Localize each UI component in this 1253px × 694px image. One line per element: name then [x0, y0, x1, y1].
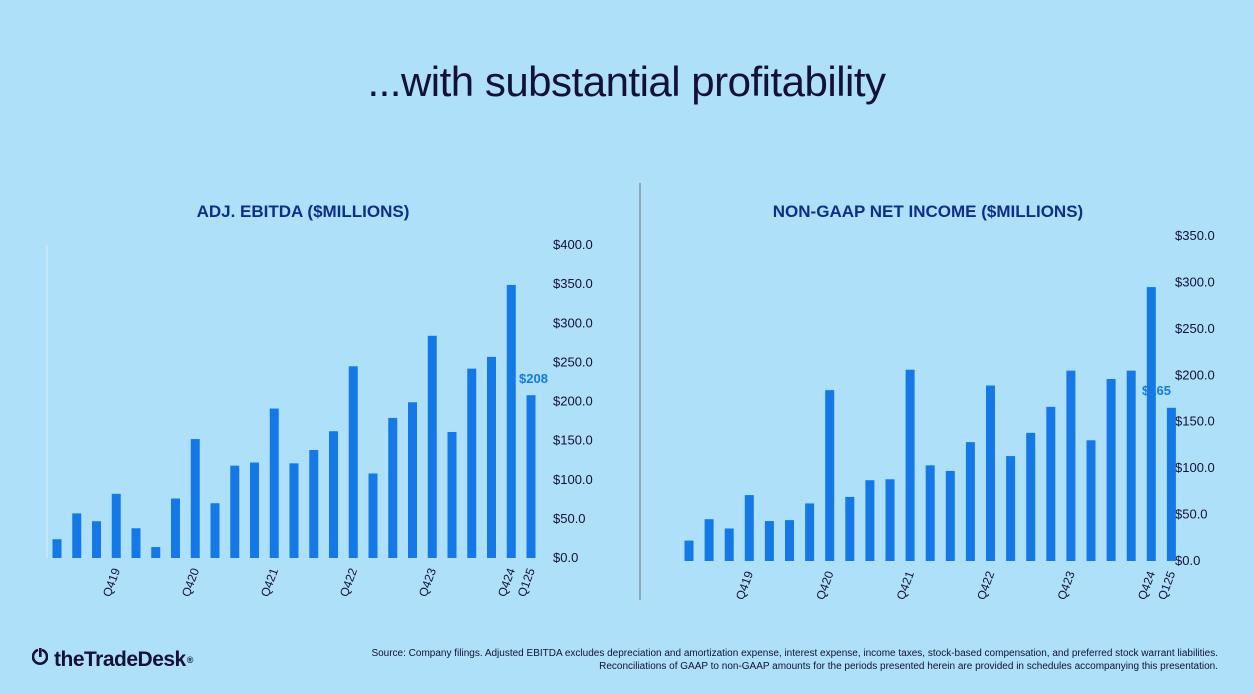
ebitda-y-tick-label: $100.0	[553, 472, 593, 487]
net-income-bar	[1146, 287, 1156, 561]
net-income-bar	[1166, 407, 1176, 561]
net-income-y-tick-label: $300.0	[1175, 274, 1215, 289]
net-income-y-tick-label: $50.0	[1175, 507, 1208, 522]
page-title: ...with substantial profitability	[367, 58, 886, 105]
ebitda-y-tick-label: $150.0	[553, 433, 593, 448]
ebitda-bar	[92, 521, 101, 558]
net-income-chart-title: NON-GAAP NET INCOME ($MILLIONS)	[772, 202, 1084, 221]
ebitda-bar	[131, 528, 141, 558]
ebitda-y-tick-label: $0.0	[553, 550, 578, 565]
net-income-y-tick-label: $200.0	[1175, 367, 1215, 382]
net-income-bar	[1006, 456, 1016, 561]
ebitda-bar	[190, 439, 200, 558]
net-income-bar	[724, 528, 734, 561]
ebitda-y-tick-label: $200.0	[553, 394, 593, 409]
net-income-bar	[865, 480, 875, 561]
net-income-bar	[945, 470, 955, 561]
brand-name: theTradeDesk	[54, 648, 186, 671]
net-income-bar	[1086, 440, 1096, 561]
net-income-bar	[684, 540, 694, 561]
ebitda-y-tick-label: $50.0	[553, 511, 586, 526]
net-income-bar	[805, 503, 815, 561]
net-income-y-tick-label: $0.0	[1175, 553, 1200, 568]
net-income-bar-chart: $0.0 $50.0 $100.0 $150.0 $200.0 $250.0 $300.0 $…	[684, 228, 1215, 602]
net-income-x-tick-label: Q421	[894, 569, 917, 602]
net-income-bar	[905, 369, 915, 561]
net-income-bar	[1126, 370, 1136, 561]
ebitda-bar	[427, 335, 437, 558]
ebitda-bar	[52, 539, 62, 558]
ebitda-y-tick-label: $350.0	[553, 276, 593, 291]
ebitda-bar	[210, 503, 220, 558]
ebitda-bar	[269, 408, 279, 558]
ebitda-bar	[388, 417, 398, 558]
net-income-bar	[704, 519, 714, 561]
ebitda-bar	[368, 473, 378, 558]
ebitda-bar	[151, 547, 161, 558]
footnote-line-2: Reconciliations of GAAP to non-GAAP amou…	[599, 661, 1218, 672]
ebitda-bar	[111, 493, 121, 558]
ebitda-bar	[289, 463, 299, 558]
net-income-bar	[1106, 379, 1116, 561]
net-income-y-tick-label: $250.0	[1175, 321, 1215, 336]
ebitda-bar	[447, 432, 457, 558]
net-income-bar	[825, 390, 835, 561]
ebitda-bar	[230, 465, 240, 558]
net-income-bar	[1026, 432, 1036, 561]
ebitda-y-tick-label: $400.0	[553, 237, 593, 252]
net-income-y-tick-label: $350.0	[1175, 228, 1215, 243]
net-income-x-tick-label: Q419	[733, 569, 756, 602]
net-income-x-tick-label: Q422	[974, 569, 997, 602]
ebitda-bar	[526, 395, 536, 558]
net-income-bar	[744, 495, 754, 561]
net-income-y-tick-label: $150.0	[1175, 414, 1215, 429]
ebitda-bar	[467, 368, 477, 558]
ebitda-bar	[408, 402, 417, 558]
net-income-x-tick-label: Q420	[813, 569, 836, 602]
ebitda-bar-chart: $0.0 $50.0 $100.0 $150.0 $200.0 $250.0 $300.0 $…	[46, 237, 593, 599]
net-income-x-tick-label: Q423	[1055, 569, 1078, 602]
net-income-bar	[785, 520, 794, 561]
ebitda-y-tick-label: $250.0	[553, 354, 593, 369]
ebitda-bar	[250, 462, 259, 558]
ebitda-chart-title: ADJ. EBITDA ($MILLIONS)	[196, 202, 410, 221]
net-income-bar	[925, 465, 935, 561]
ebitda-bar	[329, 431, 338, 558]
net-income-bar	[764, 521, 774, 561]
source-footnote: Source: Company filings. Adjusted EBITDA…	[278, 647, 1218, 673]
ebitda-bar	[72, 513, 82, 558]
ebitda-y-tick-label: $300.0	[553, 315, 593, 330]
net-income-bar	[885, 479, 895, 561]
net-income-bar	[986, 385, 995, 561]
net-income-bar	[1066, 370, 1076, 561]
chart-divider	[639, 183, 641, 600]
net-income-latest-value-callout: $165	[1142, 383, 1171, 398]
footnote-line-1: Source: Company filings. Adjusted EBITDA…	[371, 648, 1218, 659]
brand-logo: theTradeDesk ®	[31, 648, 194, 672]
net-income-bar	[965, 442, 975, 561]
net-income-y-tick-label: $100.0	[1175, 460, 1215, 475]
ebitda-bar	[506, 284, 516, 558]
brand-registered-mark: ®	[186, 655, 194, 665]
ebitda-latest-value-callout: $208	[519, 371, 548, 386]
net-income-bar	[845, 496, 855, 561]
ebitda-bar	[309, 450, 319, 558]
net-income-bar	[1046, 406, 1056, 561]
ebitda-bar	[487, 356, 496, 558]
trade-desk-logo-icon	[31, 648, 49, 672]
ebitda-bar	[348, 366, 358, 558]
ebitda-bar	[171, 498, 180, 558]
net-income-x-tick-label: Q125	[1155, 569, 1178, 602]
